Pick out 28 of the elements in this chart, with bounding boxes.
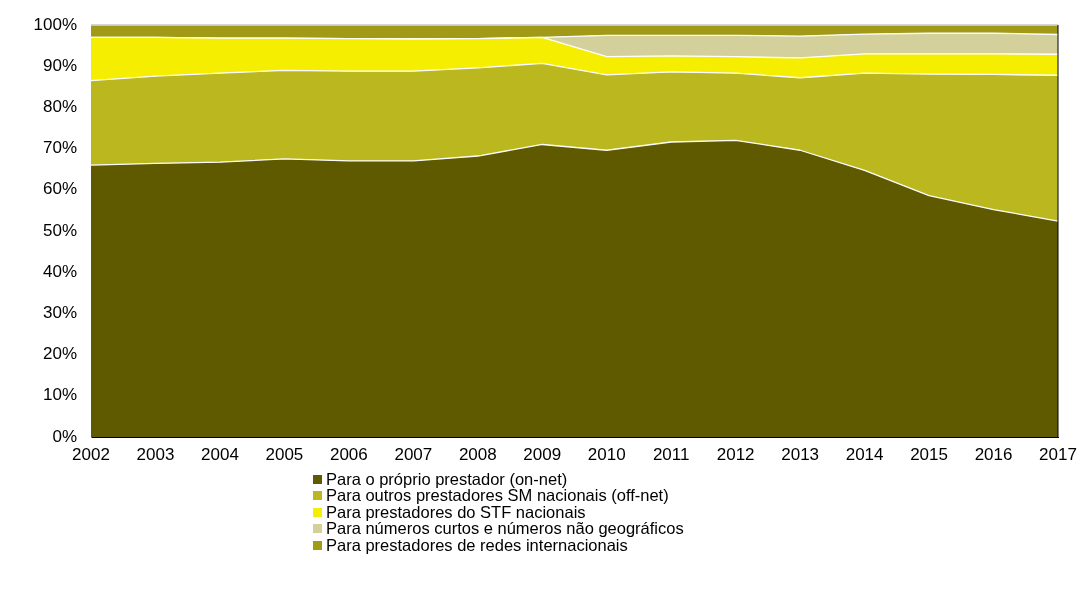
y-tick-label: 20% xyxy=(42,344,77,364)
y-tick-label: 30% xyxy=(42,303,77,323)
y-tick-label: 40% xyxy=(42,261,77,281)
x-tick-label: 2014 xyxy=(845,444,884,464)
x-tick-label: 2016 xyxy=(974,444,1013,464)
x-tick-label: 2011 xyxy=(652,444,690,464)
x-tick-label: 2008 xyxy=(458,444,497,464)
x-tick-label: 2003 xyxy=(136,444,175,464)
x-tick-label: 2002 xyxy=(72,444,110,464)
y-tick-label: 0% xyxy=(52,426,77,446)
y-tick-label: 10% xyxy=(42,385,77,405)
y-tick-label: 60% xyxy=(42,179,77,199)
x-tick-label: 2004 xyxy=(201,444,239,464)
x-tick-label: 2010 xyxy=(587,444,626,464)
y-tick-label: 90% xyxy=(42,55,77,75)
x-tick-label: 2005 xyxy=(265,444,304,464)
x-tick-label: 2006 xyxy=(329,444,368,464)
x-tick-label: 2015 xyxy=(910,444,948,464)
x-tick-label: 2013 xyxy=(781,444,820,464)
y-tick-label: 100% xyxy=(33,14,77,34)
x-tick-label: 2009 xyxy=(523,444,562,464)
y-tick-label: 70% xyxy=(42,138,77,158)
x-tick-label: 2017 xyxy=(1039,444,1077,464)
legend-label: Para o próprio prestador (on-net) xyxy=(325,470,568,488)
x-tick-label: 2007 xyxy=(394,444,433,464)
x-tick-label: 2012 xyxy=(716,444,755,464)
y-tick-label: 50% xyxy=(42,220,77,240)
y-tick-label: 80% xyxy=(42,97,77,117)
